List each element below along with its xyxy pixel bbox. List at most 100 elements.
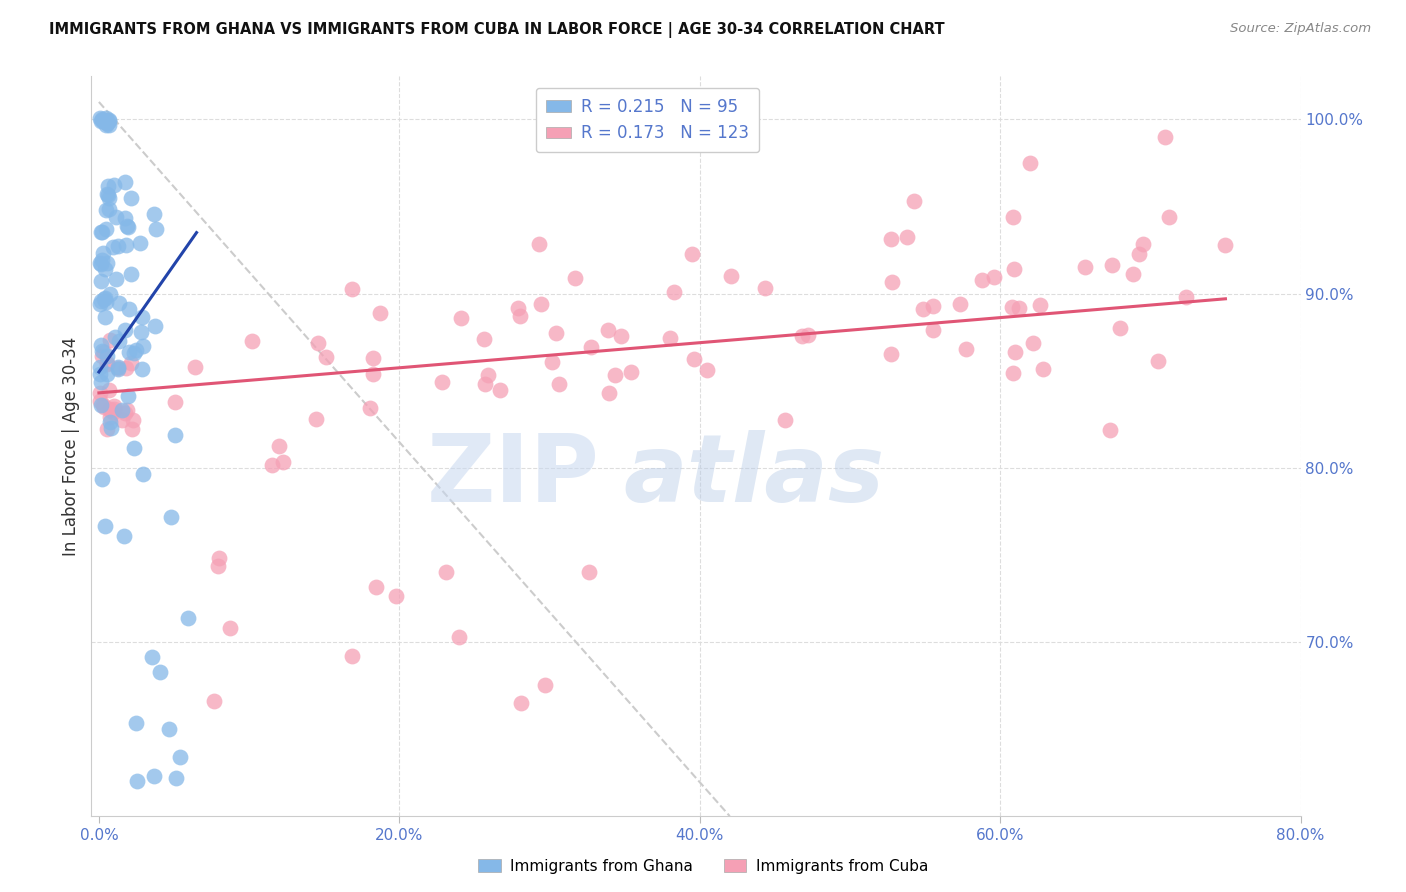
Point [340,282,363,296]
Point [98,410,121,425]
Point [1159,210,1181,224]
Point [125,716,148,731]
Text: Source: ZipAtlas.com: Source: ZipAtlas.com [1230,22,1371,36]
Point [1002,262,1025,277]
Point [530,296,553,310]
Point [911,301,934,316]
Point [98,401,121,416]
Point [129,325,152,339]
Point [315,350,337,364]
Point [132,467,155,481]
Point [177,611,200,625]
Point [955,342,977,356]
Point [603,368,626,382]
Point [792,329,814,343]
Point [97,178,120,193]
Legend: R = 0.215   N = 95, R = 0.173   N = 123: R = 0.215 N = 95, R = 0.173 N = 123 [536,87,759,153]
Point [96,221,118,235]
Point [98,286,121,301]
Point [240,334,263,348]
Point [114,406,136,420]
Point [103,405,125,419]
Point [114,360,136,375]
Point [681,247,703,261]
Point [90,257,112,271]
Point [115,237,138,252]
Point [90,338,112,352]
Point [143,319,166,334]
Point [94,294,117,309]
Point [579,340,602,354]
Point [1122,267,1144,281]
Point [477,368,499,382]
Point [596,323,619,337]
Point [432,375,454,389]
Point [91,225,114,239]
Point [97,118,120,132]
Point [103,399,125,413]
Point [104,271,127,285]
Point [110,403,132,417]
Point [96,203,118,218]
Point [127,774,149,789]
Point [208,551,231,566]
Point [696,363,718,377]
Point [94,111,117,125]
Point [509,309,531,323]
Point [89,296,111,310]
Point [94,113,117,128]
Point [90,349,112,363]
Point [1175,290,1198,304]
Point [103,178,125,192]
Point [578,565,600,579]
Point [163,395,186,409]
Point [260,458,283,473]
Point [90,225,112,239]
Point [620,365,643,379]
Point [98,114,121,128]
Point [659,331,682,345]
Point [450,311,472,326]
Point [96,186,118,201]
Point [364,580,387,594]
Point [114,175,136,189]
Point [100,420,122,434]
Point [683,352,706,367]
Point [93,245,115,260]
Point [96,349,118,363]
Point [267,438,290,452]
Point [117,402,139,417]
Point [1029,297,1052,311]
Point [983,270,1005,285]
Point [1032,362,1054,376]
Point [93,291,115,305]
Point [90,375,112,389]
Point [90,294,112,309]
Text: IMMIGRANTS FROM GHANA VS IMMIGRANTS FROM CUBA IN LABOR FORCE | AGE 30-34 CORRELA: IMMIGRANTS FROM GHANA VS IMMIGRANTS FROM… [49,22,945,38]
Point [142,207,165,221]
Point [184,360,207,375]
Point [96,357,118,371]
Point [118,301,141,316]
Point [1128,246,1150,260]
Point [93,398,115,412]
Point [169,750,191,764]
Point [98,383,121,397]
Point [89,274,111,288]
Point [207,559,229,574]
Point [506,301,529,315]
Point [662,285,685,300]
Point [105,210,128,224]
Point [91,252,114,267]
Point [108,334,131,348]
Point [115,219,138,233]
Y-axis label: In Labor Force | Age 30-34: In Labor Force | Age 30-34 [62,336,80,556]
Point [1213,238,1236,252]
Point [510,696,533,710]
Point [96,422,118,436]
Point [90,114,112,128]
Point [921,299,943,313]
Point [98,415,121,429]
Point [122,442,145,456]
Text: atlas: atlas [623,430,884,522]
